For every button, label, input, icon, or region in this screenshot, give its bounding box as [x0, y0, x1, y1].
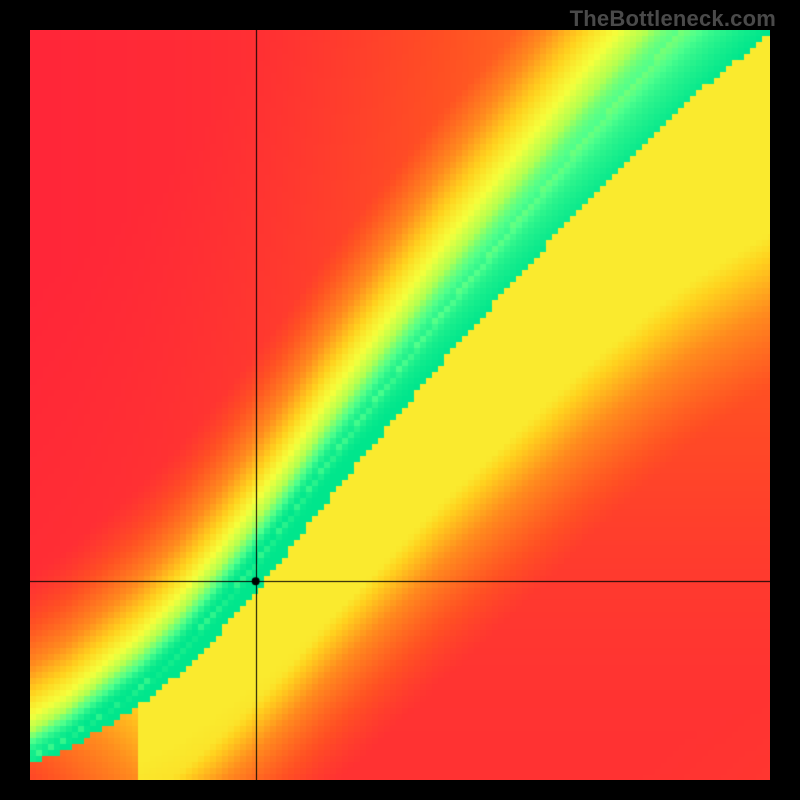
- figure-container: TheBottleneck.com: [0, 0, 800, 800]
- watermark-text: TheBottleneck.com: [570, 6, 776, 32]
- bottleneck-heatmap: [30, 30, 770, 780]
